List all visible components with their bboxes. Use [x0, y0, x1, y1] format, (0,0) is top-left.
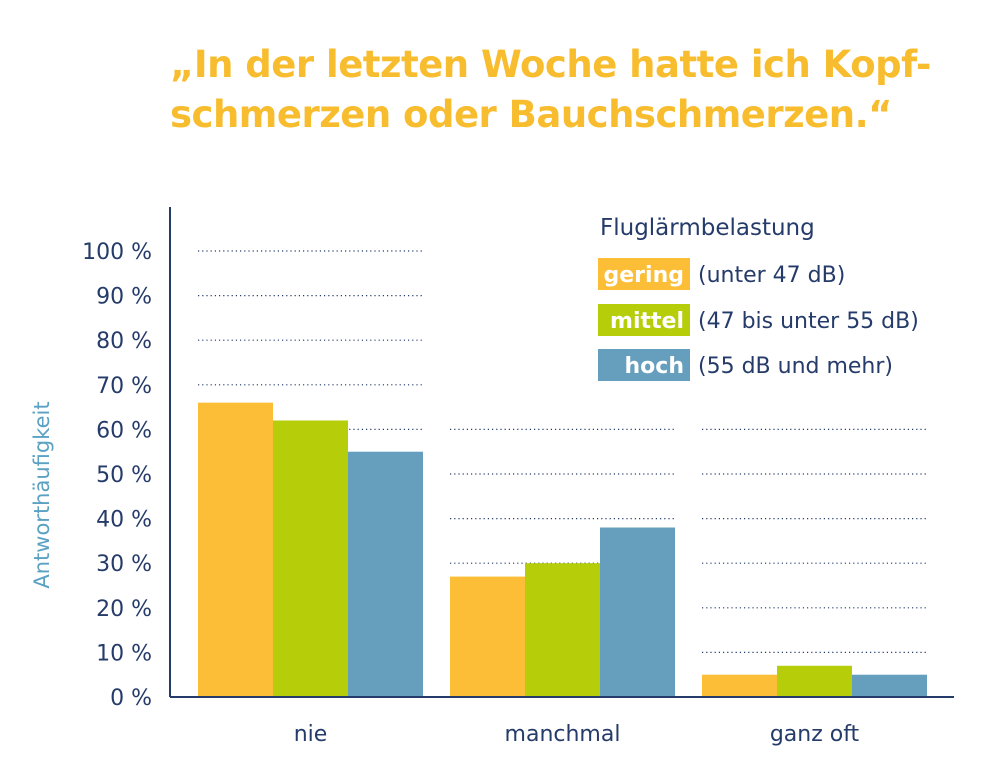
y-tick-label: 30 % [96, 552, 152, 577]
legend-key-hoch: hoch [625, 354, 684, 379]
legend-swatch-hoch [598, 349, 690, 381]
y-tick-label: 60 % [96, 418, 152, 443]
legend-swatch-mittel [598, 304, 690, 336]
legend-desc-hoch: (55 dB und mehr) [698, 354, 893, 379]
axes [169, 207, 954, 698]
y-tick-label: 40 % [96, 508, 152, 533]
bar-hoch-0 [348, 451, 423, 697]
x-tick-label: nie [294, 722, 328, 747]
chart-title: „In der letzten Woche hatte ich Kopf- sc… [170, 40, 970, 140]
legend: Fluglärmbelastung gering (unter 47 dB) mit… [598, 215, 919, 381]
legend-swatch-gering [598, 258, 690, 290]
y-tick-label: 0 % [110, 686, 152, 711]
legend-key-gering: gering [604, 263, 684, 288]
y-tick-label: 80 % [96, 329, 152, 354]
x-tick-label: ganz oft [770, 722, 860, 747]
bar-gering-2 [702, 674, 777, 697]
legend-desc-mittel: (47 bis unter 55 dB) [698, 309, 919, 334]
y-tick-label: 70 % [96, 374, 152, 399]
y-tick-label: 10 % [96, 641, 152, 666]
chart-title-line-2: schmerzen oder Bauchschmerzen.“ [170, 93, 893, 136]
bar-gering-1 [450, 576, 525, 697]
y-tick-label: 50 % [96, 463, 152, 488]
legend-desc-gering: (unter 47 dB) [698, 263, 845, 288]
x-category-labels: nie manchmal ganz oft [294, 722, 860, 747]
bar-gering-0 [198, 402, 273, 697]
x-tick-label: manchmal [505, 722, 621, 747]
bar-mittel-2 [777, 665, 852, 697]
bar-mittel-0 [273, 420, 348, 697]
y-axis-label: Antworthäufigkeit [30, 401, 54, 588]
chart-title-line-1: „In der letzten Woche hatte ich Kopf- [170, 43, 931, 86]
y-tick-label: 20 % [96, 597, 152, 622]
y-tick-labels: 0 % 10 % 20 % 30 % 40 % 50 % 60 % 70 % 80 % 90 % 1… [82, 240, 152, 711]
legend-title: Fluglärmbelastung [600, 215, 815, 241]
y-tick-label: 90 % [96, 285, 152, 310]
legend-key-mittel: mittel [610, 309, 684, 334]
bar-mittel-1 [525, 563, 600, 697]
bar-hoch-1 [600, 527, 675, 697]
bar-hoch-2 [852, 674, 927, 697]
y-tick-label: 100 % [82, 240, 152, 265]
bars [198, 402, 927, 697]
